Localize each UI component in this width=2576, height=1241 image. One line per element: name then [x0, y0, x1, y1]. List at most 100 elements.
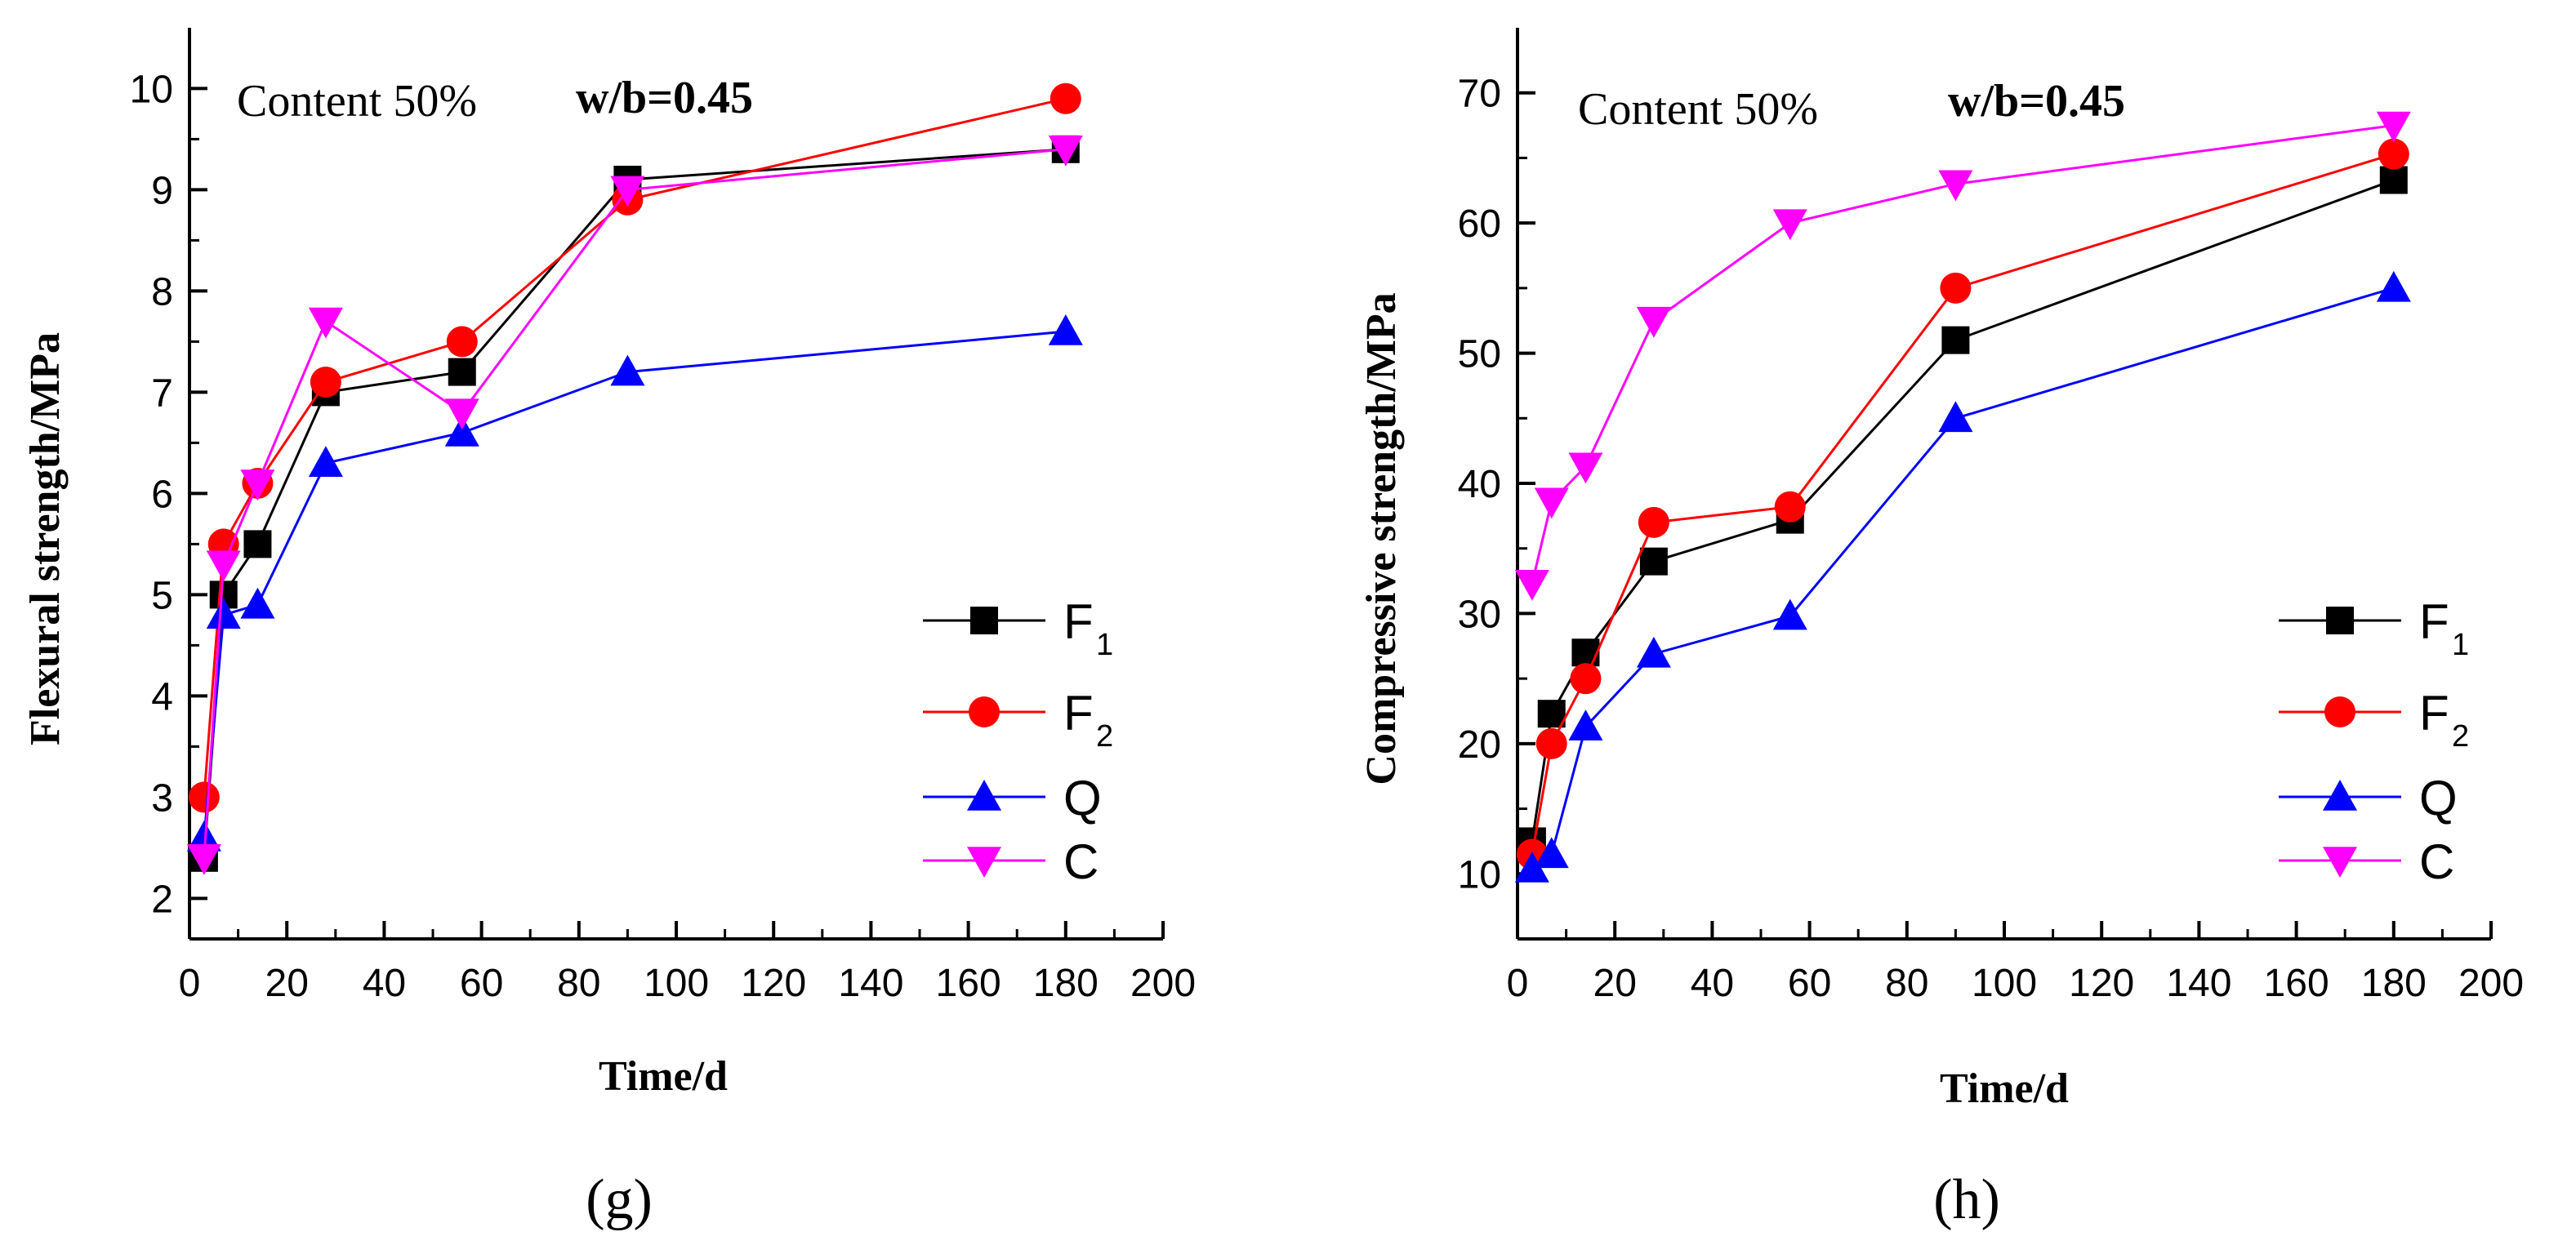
x-tick-label: 180	[2361, 962, 2427, 1005]
legend-label: Q	[1063, 771, 1102, 825]
data-point	[186, 821, 221, 852]
x-tick-label: 60	[460, 962, 503, 1005]
series-line	[203, 330, 1066, 838]
y-tick-label: 4	[151, 675, 173, 718]
legend: F 1F 2QC	[923, 594, 1113, 889]
legend-marker	[2324, 696, 2355, 727]
x-tick-label: 100	[1972, 962, 2037, 1005]
x-axis-title: Time/d	[599, 1053, 728, 1100]
series-f2	[1516, 138, 2409, 870]
data-point	[1048, 136, 1083, 167]
data-point	[610, 176, 645, 207]
series-line	[203, 148, 1066, 858]
y-tick-label: 20	[1458, 723, 1501, 767]
data-point	[1570, 663, 1602, 695]
x-tick-label: 20	[1593, 962, 1637, 1005]
data-point	[1639, 547, 1668, 576]
y-tick-label: 40	[1458, 463, 1501, 506]
data-point	[1048, 314, 1083, 345]
x-tick-label: 120	[2069, 962, 2134, 1005]
data-point	[1938, 170, 1973, 202]
y-tick-label: 7	[151, 371, 173, 415]
series-q	[1514, 270, 2411, 883]
series-line	[1531, 153, 2395, 855]
x-tick-label: 20	[265, 962, 309, 1005]
legend-marker	[2326, 607, 2354, 634]
data-point	[240, 469, 275, 500]
data-point	[308, 446, 343, 477]
legend-label: C	[2419, 834, 2454, 889]
data-point	[1514, 569, 1549, 601]
wb-annotation: w/b=0.45	[1948, 76, 2125, 127]
y-tick-label: 30	[1458, 593, 1501, 636]
x-tick-label: 140	[838, 962, 903, 1005]
panel-label: (g)	[586, 1168, 653, 1231]
panel-h: Compressive strength/MPa Time/d Content …	[1358, 28, 2524, 1231]
legend-label: F	[1063, 594, 1094, 649]
y-tick-label: 2	[151, 878, 173, 921]
x-tick-label: 40	[1691, 962, 1734, 1005]
data-point	[2376, 111, 2411, 143]
y-tick-label: 70	[1458, 73, 1501, 116]
y-tick-label: 5	[151, 574, 173, 617]
data-point	[186, 844, 221, 875]
legend-marker	[967, 847, 1001, 878]
data-point	[1774, 491, 1806, 523]
legend-label: C	[1063, 834, 1099, 889]
x-tick-label: 200	[2458, 962, 2524, 1005]
wb-annotation: w/b=0.45	[576, 73, 753, 123]
data-point	[1514, 851, 1549, 883]
data-point	[610, 354, 645, 386]
series-f1	[189, 135, 1080, 872]
panel-g: Flexural strength/MPa Time/d Content 50%…	[22, 28, 1196, 1231]
content-annotation: Content 50%	[237, 76, 477, 127]
x-axis-title: Time/d	[1940, 1065, 2069, 1112]
data-point	[1534, 487, 1569, 519]
data-point	[1938, 401, 1973, 433]
data-point	[2378, 138, 2409, 170]
x-tick-label: 0	[1507, 962, 1529, 1005]
data-point	[1772, 598, 1807, 630]
x-tick-label: 80	[557, 962, 600, 1005]
legend-marker	[967, 780, 1001, 811]
data-point	[1537, 700, 1566, 728]
series-q	[186, 314, 1083, 852]
data-point	[1772, 209, 1807, 241]
data-point	[444, 416, 479, 447]
data-point	[243, 530, 272, 558]
series-c	[186, 136, 1083, 875]
x-tick-label: 120	[741, 962, 806, 1005]
legend-marker	[2323, 847, 2357, 878]
data-point	[1571, 638, 1600, 667]
legend-subscript: 1	[1096, 628, 1113, 662]
x-tick-label: 100	[644, 962, 709, 1005]
x-tick-label: 140	[2166, 962, 2231, 1005]
x-tick-label: 60	[1788, 962, 1831, 1005]
data-point	[1941, 326, 1970, 354]
data-point	[1568, 709, 1603, 741]
data-point	[1568, 452, 1603, 484]
y-axis-title: Flexural strength/MPa	[22, 332, 69, 745]
series-line	[1531, 287, 2395, 870]
data-point	[1050, 82, 1081, 114]
legend-marker	[2323, 780, 2357, 811]
y-axis-title: Compressive strength/MPa	[1358, 292, 1405, 785]
y-tick-label: 3	[151, 776, 173, 820]
data-point	[1636, 636, 1671, 668]
legend-label: Q	[2419, 771, 2458, 825]
data-point	[2379, 166, 2408, 194]
legend-label: F	[2419, 594, 2449, 649]
data-point	[308, 307, 343, 339]
data-point	[310, 367, 341, 398]
x-tick-label: 160	[936, 962, 1001, 1005]
legend: F 1F 2QC	[2279, 594, 2469, 889]
legend-subscript: 2	[2452, 719, 2469, 754]
panel-label: (h)	[1933, 1168, 2000, 1231]
legend-marker	[970, 607, 998, 634]
x-tick-label: 40	[363, 962, 406, 1005]
data-point	[446, 326, 478, 358]
data-point	[448, 358, 476, 386]
x-tick-label: 180	[1033, 962, 1099, 1005]
legend-marker	[969, 696, 1000, 727]
